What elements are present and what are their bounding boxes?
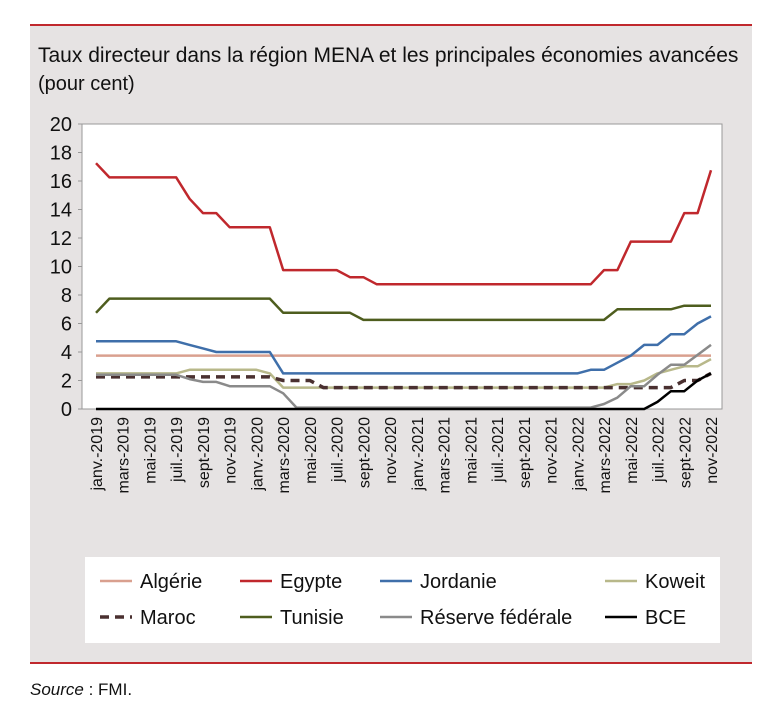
legend-label: Jordanie	[420, 571, 497, 593]
legend-box	[85, 557, 720, 643]
x-tick-label: juil.-2019	[169, 417, 186, 483]
y-tick-label: 0	[61, 399, 72, 421]
x-tick-label: janv.-2020	[249, 417, 266, 492]
x-tick-label: nov-2021	[544, 417, 561, 484]
series-line	[96, 343, 712, 409]
x-tick-label: sept-2021	[517, 417, 534, 488]
source: Source : FMI.	[30, 680, 132, 699]
x-tick-label: mai-2022	[624, 417, 641, 484]
legend-label: BCE	[645, 607, 686, 629]
series-line	[96, 372, 712, 411]
x-tick-label: mars-2021	[437, 417, 454, 494]
x-tick-label: mars-2019	[116, 417, 133, 494]
legend-label: Tunisie	[280, 607, 344, 629]
y-tick-label: 12	[50, 228, 72, 250]
y-tick-label: 20	[50, 114, 72, 136]
x-tick-label: nov-2020	[383, 417, 400, 484]
x-tick-label: janv.-2021	[410, 417, 427, 492]
x-tick-label: mai-2019	[142, 417, 159, 484]
source-label: Source	[30, 680, 84, 699]
x-tick-label: juil.-2020	[330, 417, 347, 483]
series-line	[95, 297, 711, 322]
plot-area	[81, 123, 723, 410]
series-line	[96, 315, 712, 375]
x-tick-label: juil.-2022	[651, 417, 668, 483]
x-tick-label: juil.-2021	[490, 417, 507, 483]
y-tick-label: 16	[50, 171, 72, 193]
x-tick-label: mars-2020	[276, 417, 293, 494]
legend-label: Koweit	[645, 571, 705, 593]
x-tick-label: mai-2020	[303, 417, 320, 484]
y-tick-label: 18	[50, 143, 72, 165]
x-tick-label: sept-2022	[677, 417, 694, 488]
chart-title: Taux directeur dans la région MENA et le…	[38, 44, 738, 67]
legend-label: Réserve fédérale	[420, 607, 572, 629]
source-text: : FMI.	[84, 680, 132, 699]
x-tick-label: mars-2022	[597, 417, 614, 494]
series-line	[95, 162, 713, 286]
y-tick-label: 6	[61, 314, 72, 336]
x-tick-label: sept-2020	[356, 417, 373, 488]
chart-subtitle: (pour cent)	[38, 73, 135, 95]
legend-label: Maroc	[140, 607, 196, 629]
x-tick-label: nov-2022	[704, 417, 721, 484]
series-line	[96, 371, 712, 390]
y-tick-label: 4	[61, 342, 72, 364]
y-tick-label: 8	[61, 285, 72, 307]
y-tick-label: 14	[50, 200, 72, 222]
x-tick-label: janv.-2022	[570, 417, 587, 492]
x-tick-label: nov-2019	[223, 417, 240, 484]
x-tick-label: janv.-2019	[89, 417, 106, 492]
y-tick-label: 2	[61, 371, 72, 393]
legend-label: Algérie	[140, 571, 202, 593]
x-tick-label: mai-2021	[463, 417, 480, 484]
legend-label: Egypte	[280, 571, 342, 593]
x-tick-label: sept-2019	[196, 417, 213, 488]
y-tick-label: 10	[50, 257, 72, 279]
